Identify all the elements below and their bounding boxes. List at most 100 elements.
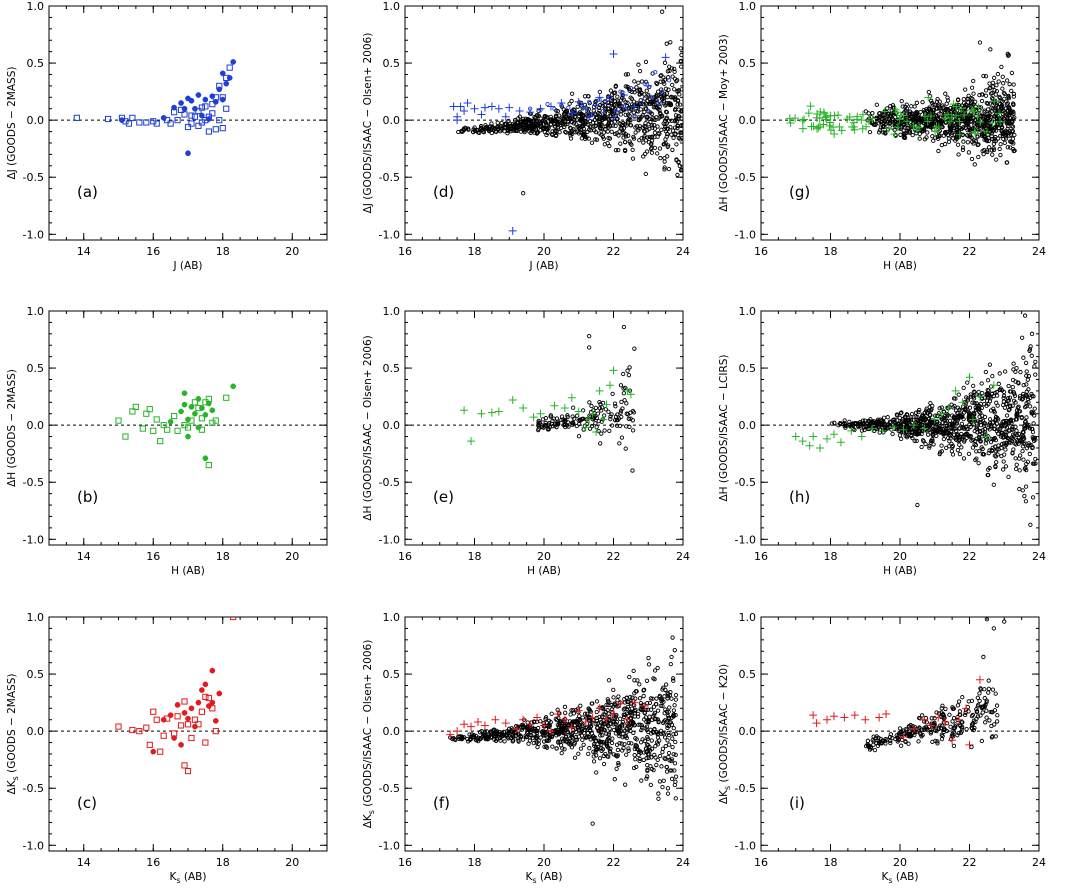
data-point-circle bbox=[1005, 79, 1008, 82]
data-point-filled bbox=[192, 724, 197, 729]
data-point-circle bbox=[627, 373, 630, 376]
data-point-circle bbox=[579, 747, 582, 750]
data-point-circle bbox=[962, 97, 965, 100]
data-point-circle bbox=[580, 137, 583, 140]
data-point-circle bbox=[638, 697, 641, 700]
plot-frame bbox=[49, 311, 327, 545]
data-point-circle bbox=[659, 156, 662, 159]
data-point-circle bbox=[666, 792, 669, 795]
data-point-circle bbox=[662, 779, 665, 782]
data-point-square bbox=[172, 413, 177, 418]
data-point-circle bbox=[1002, 453, 1005, 456]
x-tick-label: 18 bbox=[216, 245, 230, 258]
data-layer bbox=[450, 10, 685, 235]
data-point-circle bbox=[645, 150, 648, 153]
data-point-square bbox=[227, 65, 232, 70]
data-point-circle bbox=[614, 148, 617, 151]
data-point-circle bbox=[619, 113, 622, 116]
x-axis-title: H (AB) bbox=[171, 565, 205, 577]
data-point-circle bbox=[987, 146, 990, 149]
data-point-plus bbox=[464, 99, 472, 107]
data-point-circle bbox=[616, 699, 619, 702]
data-point-plus bbox=[530, 413, 538, 421]
data-point-square bbox=[123, 434, 128, 439]
data-point-circle bbox=[582, 743, 585, 746]
data-point-circle bbox=[621, 372, 624, 375]
data-point-circle bbox=[644, 172, 647, 175]
data-point-circle bbox=[625, 402, 628, 405]
data-point-square bbox=[147, 742, 152, 747]
data-point-circle bbox=[663, 61, 666, 64]
data-point-plus bbox=[547, 102, 555, 110]
data-point-circle bbox=[958, 443, 961, 446]
data-point-circle bbox=[963, 88, 966, 91]
x-axis-title: J (AB) bbox=[528, 260, 558, 272]
data-point-circle bbox=[962, 386, 965, 389]
data-point-circle bbox=[1012, 448, 1015, 451]
x-tick-label: 20 bbox=[285, 856, 299, 869]
data-point-circle bbox=[1011, 137, 1014, 140]
y-tick-label: -0.5 bbox=[23, 476, 44, 489]
data-layer bbox=[74, 59, 236, 156]
data-point-circle bbox=[633, 80, 636, 83]
data-point-plus bbox=[554, 710, 562, 718]
data-point-circle bbox=[1005, 414, 1008, 417]
data-point-circle bbox=[567, 106, 570, 109]
data-point-circle bbox=[956, 143, 959, 146]
data-point-plus bbox=[836, 123, 844, 131]
data-point-plus bbox=[491, 716, 499, 724]
data-point-circle bbox=[1029, 523, 1032, 526]
panel-label: (g) bbox=[789, 183, 810, 201]
data-point-filled bbox=[151, 749, 156, 754]
data-point-circle bbox=[657, 797, 660, 800]
data-point-square bbox=[185, 124, 190, 129]
data-point-circle bbox=[598, 442, 601, 445]
data-point-filled bbox=[182, 402, 187, 407]
data-point-circle bbox=[997, 80, 1000, 83]
x-tick-label: 20 bbox=[285, 550, 299, 563]
data-point-circle bbox=[971, 446, 974, 449]
data-point-plus bbox=[495, 105, 503, 113]
data-point-circle bbox=[944, 446, 947, 449]
y-tick-label: -0.5 bbox=[735, 476, 756, 489]
data-point-circle bbox=[967, 151, 970, 154]
data-point-square bbox=[210, 111, 215, 116]
data-point-plus bbox=[561, 404, 569, 412]
data-point-circle bbox=[942, 437, 945, 440]
data-point-circle bbox=[560, 415, 563, 418]
data-point-circle bbox=[625, 753, 628, 756]
data-point-circle bbox=[665, 42, 668, 45]
x-tick-label: 20 bbox=[893, 550, 907, 563]
data-point-circle bbox=[637, 63, 640, 66]
data-point-circle bbox=[666, 96, 669, 99]
data-point-circle bbox=[642, 155, 645, 158]
data-point-filled bbox=[168, 713, 173, 718]
panel-label: (f) bbox=[433, 794, 450, 812]
x-tick-label: 24 bbox=[676, 245, 690, 258]
x-tick-label: 20 bbox=[285, 245, 299, 258]
data-point-circle bbox=[995, 461, 998, 464]
data-point-plus bbox=[606, 381, 614, 389]
data-layer bbox=[116, 614, 236, 773]
y-tick-label: 0.5 bbox=[383, 668, 401, 681]
data-point-circle bbox=[667, 755, 670, 758]
data-point-circle bbox=[984, 370, 987, 373]
data-point-circle bbox=[1009, 89, 1012, 92]
data-point-circle bbox=[613, 777, 616, 780]
x-tick-label: 20 bbox=[537, 856, 551, 869]
data-point-circle bbox=[986, 108, 989, 111]
data-point-filled bbox=[196, 700, 201, 705]
data-point-plus bbox=[460, 720, 468, 728]
panel-label: (e) bbox=[433, 488, 454, 506]
data-point-circle bbox=[921, 100, 924, 103]
x-tick-label: 18 bbox=[824, 245, 838, 258]
data-point-circle bbox=[650, 151, 653, 154]
data-point-plus bbox=[474, 718, 482, 726]
data-point-circle bbox=[670, 777, 673, 780]
data-point-circle bbox=[658, 780, 661, 783]
data-point-circle bbox=[1003, 141, 1006, 144]
data-point-circle bbox=[672, 726, 675, 729]
data-point-square bbox=[182, 763, 187, 768]
data-point-circle bbox=[951, 453, 954, 456]
